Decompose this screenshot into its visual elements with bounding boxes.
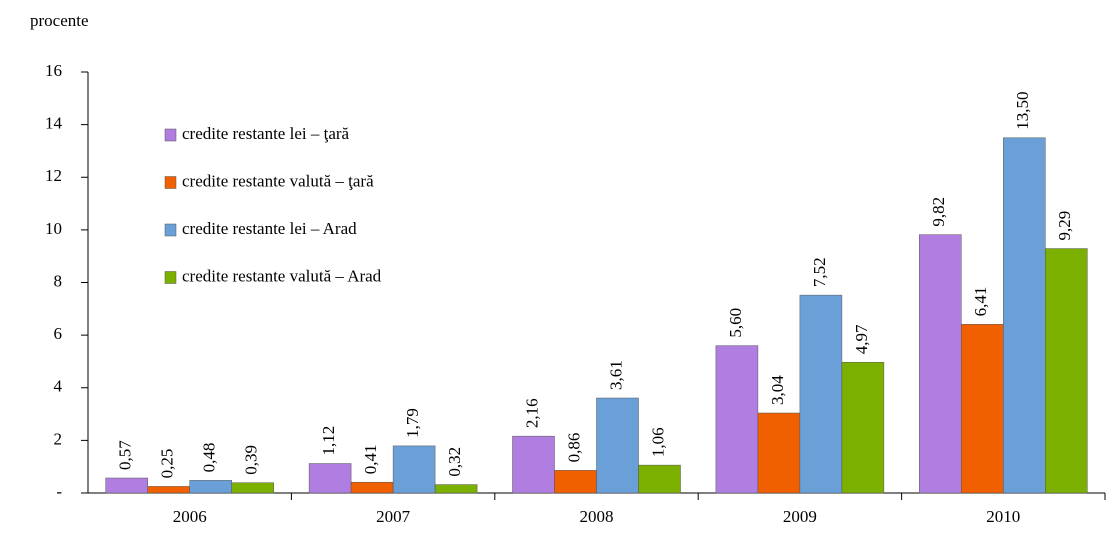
bar: [434, 484, 478, 494]
x-tick-label: 2007: [376, 507, 411, 526]
bar: [841, 361, 885, 494]
bar: [638, 464, 681, 494]
value-label: 0,48: [200, 443, 219, 473]
bar: [189, 480, 232, 494]
bar: [554, 470, 597, 494]
bar: [231, 482, 274, 494]
value-label: 13,50: [1013, 92, 1032, 130]
value-label: 3,61: [606, 360, 625, 390]
value-label: 9,29: [1055, 211, 1074, 241]
bar: [147, 486, 190, 494]
x-tick-label: 2010: [986, 507, 1020, 526]
value-label: 2,16: [522, 398, 541, 428]
value-label: 1,79: [403, 408, 422, 438]
bar: [392, 445, 436, 494]
legend-label: credite restante lei – ţară: [182, 124, 350, 143]
x-tick-label: 2008: [580, 507, 614, 526]
bar: [919, 234, 962, 494]
legend-swatch: [164, 271, 177, 284]
bar: [715, 345, 759, 494]
x-tick-label: 2006: [173, 507, 207, 526]
legend-swatch: [164, 223, 177, 237]
bar: [596, 397, 639, 494]
value-label: 0,57: [116, 440, 135, 470]
legend-swatch: [164, 128, 177, 142]
y-tick-label: 6: [54, 324, 63, 343]
value-label: 4,97: [852, 324, 871, 354]
value-label: 5,60: [726, 308, 745, 338]
y-tick-label: 4: [54, 377, 63, 396]
y-tick-label: 8: [54, 271, 63, 290]
bar: [1003, 137, 1046, 494]
bar: [961, 324, 1004, 494]
value-label: 6,41: [971, 287, 990, 317]
value-label: 0,39: [242, 445, 261, 475]
legend-label: credite restante valută – ţară: [182, 171, 374, 190]
bar: [512, 435, 555, 494]
value-label: 0,41: [361, 444, 380, 474]
y-tick-label: -: [56, 482, 62, 501]
y-tick-label: 2: [54, 429, 63, 448]
legend-swatch: [164, 176, 177, 189]
legend-label: credite restante valută – Arad: [182, 266, 382, 285]
value-label: 0,32: [445, 447, 464, 477]
bar: [350, 481, 394, 494]
y-tick-label: 10: [45, 219, 62, 238]
value-label: 0,86: [564, 433, 583, 463]
y-axis-label: procente: [30, 11, 89, 30]
bar: [105, 477, 148, 494]
value-label: 9,82: [929, 197, 948, 227]
y-tick-label: 16: [45, 61, 62, 80]
bar: [1045, 248, 1088, 494]
value-label: 3,04: [768, 375, 787, 405]
x-tick-label: 2009: [783, 507, 817, 526]
y-tick-label: 14: [45, 114, 63, 133]
bar: [308, 463, 352, 494]
bar: [799, 294, 843, 494]
legend-label: credite restante lei – Arad: [182, 219, 357, 238]
value-label: 0,25: [158, 449, 177, 479]
y-tick-label: 12: [45, 166, 62, 185]
value-label: 1,12: [319, 426, 338, 456]
bar: [757, 412, 801, 494]
value-label: 1,06: [648, 427, 667, 457]
value-label: 7,52: [810, 257, 829, 287]
